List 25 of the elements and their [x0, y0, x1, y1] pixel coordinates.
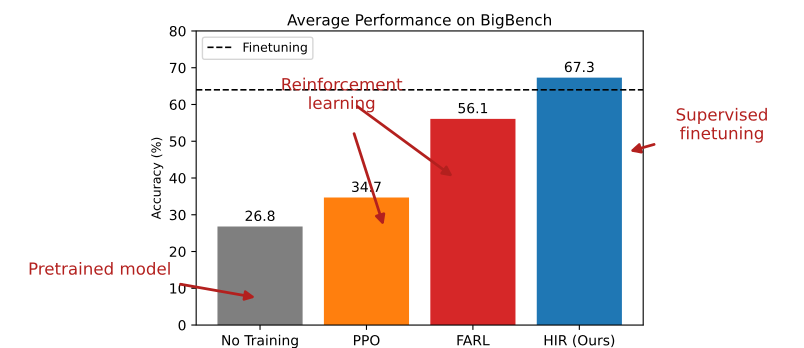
y-axis-title: Accuracy (%)	[151, 138, 164, 220]
x-tick-label: PPO	[354, 335, 380, 346]
x-tick-label: No Training	[222, 334, 298, 348]
x-tick-label: FARL	[457, 335, 490, 346]
y-tick-label: 30	[170, 210, 186, 220]
bar	[324, 197, 410, 326]
bar	[536, 78, 622, 326]
y-tick-label: 80	[170, 26, 186, 36]
y-tick-label: 60	[170, 99, 186, 110]
data-label: 56.1	[458, 102, 488, 114]
text: Supervised finetuning	[676, 108, 767, 143]
y-tick-label: 40	[169, 172, 186, 184]
y-tick-label: 70	[170, 62, 186, 74]
chart-title: Average Performance on BigBench	[287, 14, 551, 29]
annotation: Reinforcement learning	[282, 78, 402, 112]
y-tick-label: 0	[178, 320, 186, 331]
y-tick-label: 50	[170, 136, 186, 147]
bar	[217, 226, 303, 326]
text: Pretrained model	[30, 262, 170, 275]
legend-label: Finetuning	[244, 42, 307, 54]
data-label: 67.3	[564, 62, 594, 72]
x-tick-label: HIR (Ours)	[544, 334, 614, 348]
data-label: 26.8	[246, 210, 275, 222]
bar	[430, 118, 516, 326]
y-tick-label: 20	[170, 246, 186, 257]
